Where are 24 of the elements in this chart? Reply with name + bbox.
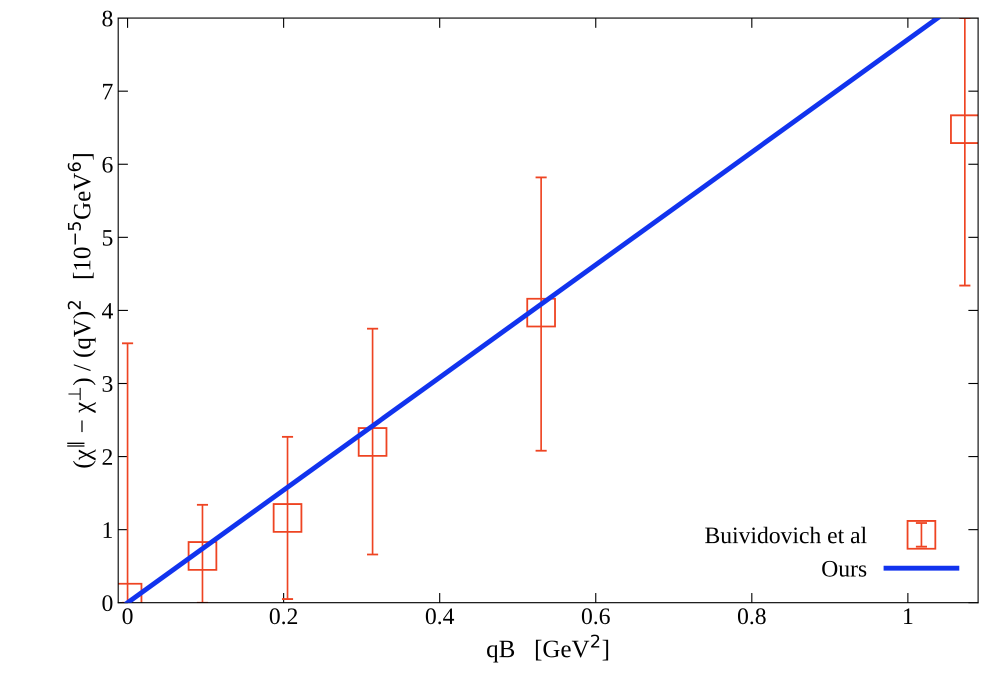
x-tick-label: 0.8 (738, 608, 766, 624)
y-tick-label: 4 (102, 303, 113, 319)
y-tick-label: 5 (102, 230, 112, 246)
x-axis-title: qB [GeV$^{2}$] (487, 634, 608, 662)
point (188, 541, 218, 571)
y-tick-label: 1 (104, 522, 112, 538)
y-tick-label: 2 (102, 449, 112, 465)
x-tick-label: 0 (122, 608, 133, 624)
x-tick-label: 1 (904, 608, 912, 624)
y-tick-label: 0 (102, 595, 112, 612)
point (358, 427, 388, 457)
y-tick-label: 3 (102, 376, 112, 392)
legend-label: Ours (822, 560, 866, 577)
legend-label: Buividovich et al (705, 526, 867, 544)
point (272, 503, 302, 533)
x-tick-label: 0.6 (582, 608, 610, 624)
point (950, 114, 978, 144)
point (526, 298, 556, 328)
y-tick-label: 7 (103, 84, 113, 100)
x-tick-label: 0.2 (270, 608, 298, 624)
y-tick-label: 8 (102, 10, 112, 27)
text: (χ$^{∥}$ − χ$^{⊥}$) / (qV)$^{2}$ [10$^{−5}$GeV$^{6}$] (67, 154, 96, 468)
y-tick-label: 6 (102, 156, 113, 173)
x-tick-label: 0.4 (426, 608, 454, 624)
